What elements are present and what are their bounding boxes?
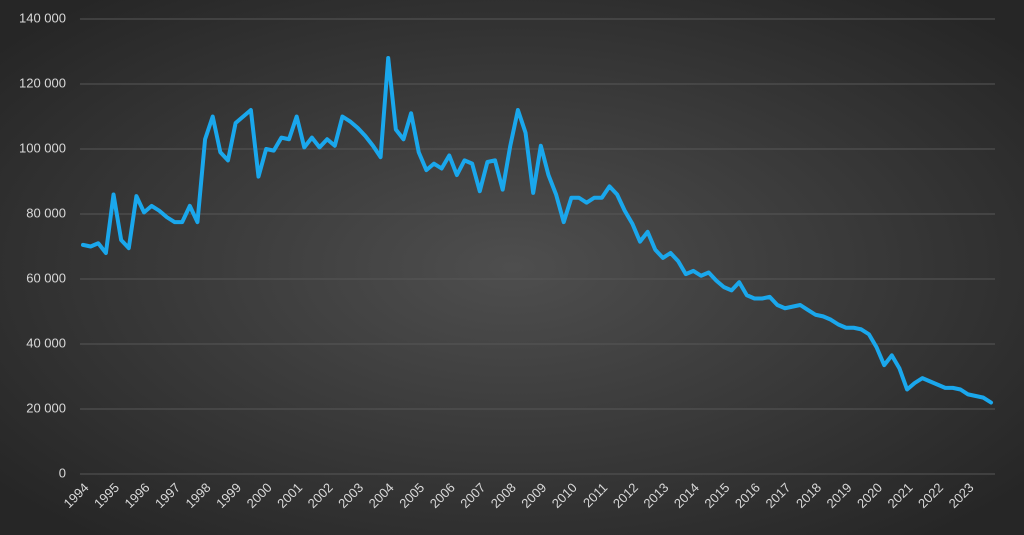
y-tick-label: 40 000	[26, 335, 66, 350]
y-tick-label: 140 000	[19, 10, 66, 25]
data-line	[81, 56, 993, 405]
y-tick-label: 100 000	[19, 140, 66, 155]
y-tick-label: 80 000	[26, 205, 66, 220]
y-tick-label: 120 000	[19, 75, 66, 90]
y-tick-label: 20 000	[26, 400, 66, 415]
y-tick-label: 0	[59, 465, 66, 480]
y-tick-label: 60 000	[26, 270, 66, 285]
